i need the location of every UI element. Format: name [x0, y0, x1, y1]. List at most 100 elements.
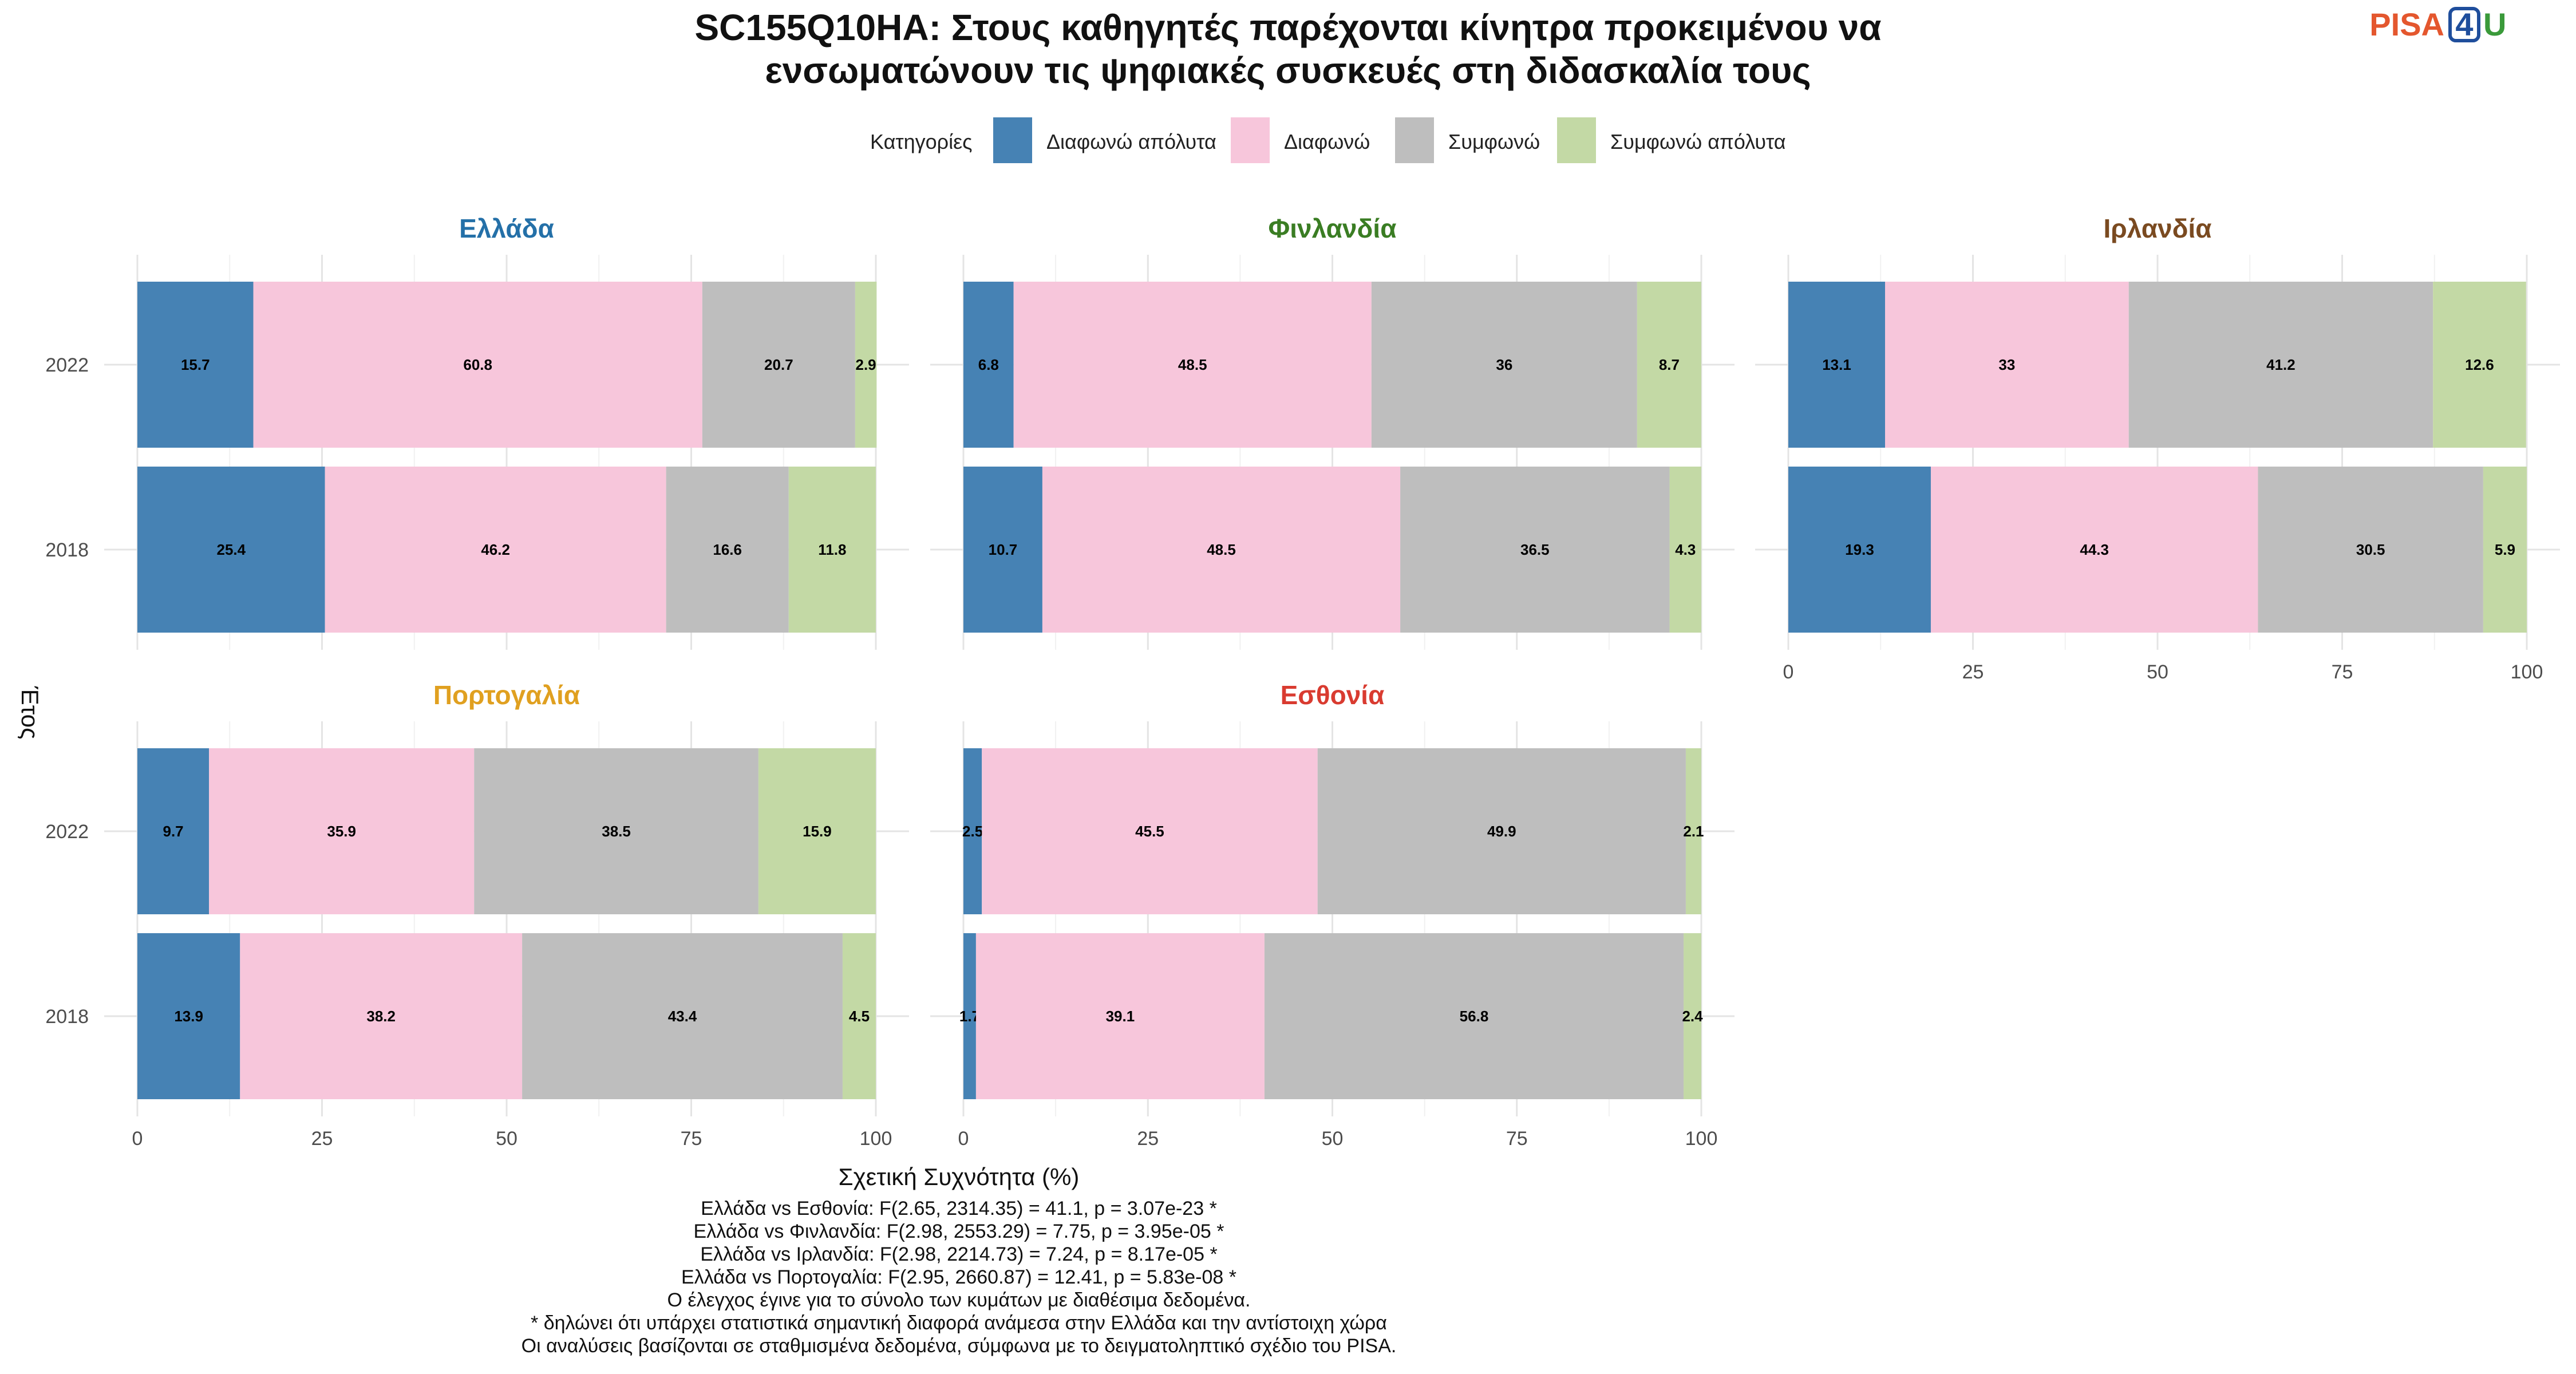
- bar-segment: [474, 748, 758, 914]
- footnote-line: Οι αναλύσεις βασίζονται σε σταθμισμένα δ…: [521, 1335, 1397, 1357]
- facet-title: Πορτογαλία: [433, 680, 580, 710]
- chart-title-line-2: ενσωματώνουν τις ψηφιακές συσκευές στη δ…: [765, 50, 1811, 91]
- bar-value-label: 36: [1496, 356, 1512, 373]
- bar-value-label: 13.9: [174, 1008, 203, 1025]
- bar-value-label: 9.7: [163, 823, 183, 840]
- bar-segment: [240, 933, 523, 1099]
- legend-swatch-4: [1557, 117, 1596, 163]
- footnote-line: Ελλάδα vs Φινλανδία: F(2.98, 2553.29) = …: [694, 1221, 1224, 1242]
- facet-panel-3: Ιρλανδία 13.1 33 41.2 12.6 19.3 44.3 30.5 5.9 0 25…: [1755, 214, 2560, 683]
- bar-value-label: 44.3: [2080, 541, 2109, 558]
- facet-panel-2: Φινλανδία 6.8 48.5 36 8.7 10.7 48.5 36.5 4.3: [930, 214, 1735, 650]
- bar-value-label: 35.9: [327, 823, 356, 840]
- x-tick-label: 0: [958, 1128, 969, 1150]
- x-tick-label: 75: [681, 1128, 702, 1150]
- legend-label-3: Συμφωνώ: [1448, 130, 1540, 153]
- bar-segment: [2483, 467, 2527, 633]
- legend-label-2: Διαφωνώ: [1284, 130, 1370, 153]
- bar-value-label: 48.5: [1178, 356, 1207, 373]
- chart-title: SC155Q10HA: Στους καθηγητές παρέχονται κ…: [694, 7, 1881, 91]
- footnotes: Ελλάδα vs Εσθονία: F(2.65, 2314.35) = 41…: [521, 1198, 1397, 1357]
- x-tick-label: 25: [1962, 661, 1984, 683]
- bar-segment: [963, 282, 1014, 448]
- bar-segment: [137, 933, 240, 1099]
- bar-value-label: 30.5: [2356, 541, 2385, 558]
- bar-value-label: 45.5: [1135, 823, 1164, 840]
- bar-value-label: 48.5: [1207, 541, 1236, 558]
- x-tick-label: 50: [1322, 1128, 1344, 1150]
- x-tick-label: 0: [132, 1128, 143, 1150]
- bar-value-label: 39.1: [1106, 1008, 1135, 1025]
- bar-segment: [1264, 933, 1684, 1099]
- bar-segment: [325, 467, 666, 633]
- bar-segment: [1042, 467, 1401, 633]
- facet-panel-1: Ελλάδα 15.7 60.8 20.7 2.9 2022 25.4 46.2 16.6 11.…: [45, 214, 909, 650]
- legend-label-1: Διαφωνώ απόλυτα: [1046, 130, 1216, 153]
- bar-segment: [842, 933, 876, 1099]
- bar-value-label: 36.5: [1520, 541, 1550, 558]
- x-tick-label: 0: [1783, 661, 1794, 683]
- bar-value-label: 56.8: [1460, 1008, 1489, 1025]
- chart-title-line-1: SC155Q10HA: Στους καθηγητές παρέχονται κ…: [694, 7, 1881, 48]
- bar-value-label: 46.2: [481, 541, 510, 558]
- bar-value-label: 10.7: [989, 541, 1018, 558]
- logo-digit: 4: [2455, 6, 2473, 42]
- x-tick-label: 50: [496, 1128, 517, 1150]
- facet-title: Ελλάδα: [459, 214, 554, 243]
- bar-segment: [975, 933, 1265, 1099]
- bar-segment: [1788, 467, 1931, 633]
- bar-segment: [1788, 282, 1885, 448]
- bar-value-label: 5.9: [2495, 541, 2515, 558]
- bar-segment: [963, 467, 1042, 633]
- bar-value-label: 2.4: [1682, 1008, 1703, 1025]
- bar-value-label: 12.6: [2465, 356, 2494, 373]
- y-tick-label: 2018: [45, 1006, 89, 1028]
- x-tick-label: 25: [1137, 1128, 1159, 1150]
- bar-segment: [253, 282, 702, 448]
- footnote-line: Ελλάδα vs Εσθονία: F(2.65, 2314.35) = 41…: [701, 1198, 1217, 1219]
- legend-swatch-3: [1395, 117, 1434, 163]
- bar-segment: [137, 467, 325, 633]
- bar-value-label: 2.1: [1683, 823, 1704, 840]
- bar-segment: [137, 282, 254, 448]
- bar-segment: [666, 467, 789, 633]
- logo-text-main: PISA: [2369, 6, 2444, 42]
- bar-segment: [788, 467, 876, 633]
- bar-segment: [209, 748, 475, 914]
- bar-segment: [1884, 282, 2129, 448]
- facet-title: Εσθονία: [1281, 680, 1385, 710]
- bar-value-label: 43.4: [668, 1008, 697, 1025]
- legend: Κατηγορίες Διαφωνώ απόλυτα Διαφωνώ Συμφωνώ…: [870, 117, 1786, 163]
- bar-value-label: 11.8: [818, 541, 846, 558]
- bar-segment: [1684, 933, 1701, 1099]
- logo-text-end: U: [2483, 6, 2506, 42]
- bar-segment: [1930, 467, 2258, 633]
- x-tick-label: 25: [311, 1128, 333, 1150]
- bar-value-label: 8.7: [1659, 356, 1680, 373]
- bar-value-label: 49.9: [1487, 823, 1516, 840]
- bar-value-label: 2.5: [962, 823, 983, 840]
- bar-value-label: 38.5: [602, 823, 631, 840]
- bar-value-label: 4.3: [1675, 541, 1696, 558]
- x-axis-title: Σχετική Συχνότητα (%): [839, 1163, 1080, 1190]
- bar-segment: [758, 748, 876, 914]
- bar-segment: [1669, 467, 1701, 633]
- x-tick-label: 75: [1506, 1128, 1528, 1150]
- bar-value-label: 13.1: [1822, 356, 1851, 373]
- legend-swatch-1: [993, 117, 1032, 163]
- y-tick-label: 2022: [45, 354, 89, 376]
- legend-title: Κατηγορίες: [870, 130, 973, 153]
- footnote-line: Ελλάδα vs Ιρλανδία: F(2.98, 2214.73) = 7…: [700, 1243, 1217, 1265]
- facet-title: Φινλανδία: [1269, 214, 1397, 243]
- facet-title: Ιρλανδία: [2103, 214, 2211, 243]
- bar-segment: [1317, 748, 1686, 914]
- legend-label-4: Συμφωνώ απόλυτα: [1610, 130, 1786, 153]
- bar-segment: [982, 748, 1318, 914]
- bar-segment: [963, 933, 976, 1099]
- y-tick-label: 2018: [45, 539, 89, 561]
- bar-segment: [1637, 282, 1701, 448]
- bar-segment: [1400, 467, 1670, 633]
- x-tick-label: 100: [860, 1128, 892, 1150]
- bar-value-label: 25.4: [217, 541, 246, 558]
